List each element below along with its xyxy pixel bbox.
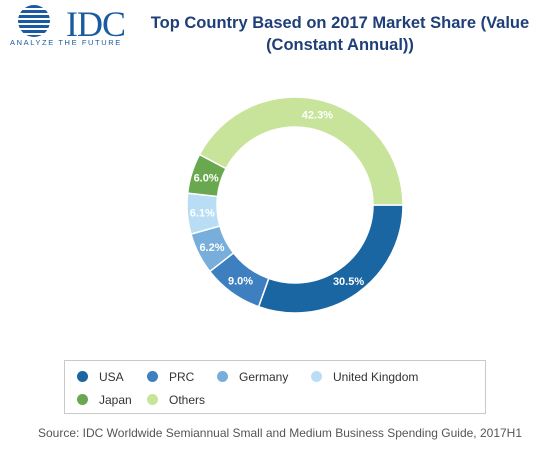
legend-label-japan: Japan: [99, 393, 132, 407]
data-label-united-kingdom: 6.1%: [190, 208, 215, 220]
data-label-japan: 6.0%: [194, 173, 219, 185]
chart-title-line-1: Top Country Based on 2017 Market Share (…: [150, 14, 530, 32]
slice-others[interactable]: [198, 96, 404, 206]
legend-label-others: Others: [169, 393, 206, 407]
legend-swatch-prc: [147, 371, 158, 383]
logo-wordmark: IDC: [66, 4, 126, 44]
legend-label-usa: USA: [99, 370, 124, 384]
legend-item-usa[interactable]: USA: [77, 367, 124, 387]
chart-legend: USA PRC Germany United Kingdom Japan Oth…: [64, 360, 486, 414]
chart-title: Top Country Based on 2017 Market Share (…: [130, 12, 550, 56]
legend-label-germany: Germany: [239, 370, 289, 384]
data-label-others: 42.3%: [302, 110, 333, 122]
slice-usa[interactable]: [257, 204, 404, 314]
legend-swatch-usa: [77, 371, 88, 383]
logo-tagline: ANALYZE THE FUTURE: [10, 38, 122, 47]
legend-item-united-kingdom[interactable]: United Kingdom: [311, 367, 418, 387]
legend-label-prc: PRC: [169, 370, 195, 384]
data-label-usa: 30.5%: [333, 276, 364, 288]
legend-item-germany[interactable]: Germany: [217, 367, 288, 387]
globe-icon: [18, 5, 50, 37]
legend-item-prc[interactable]: PRC: [147, 367, 194, 387]
chart-title-line-2: (Constant Annual)): [266, 36, 414, 54]
idc-logo: IDC ANALYZE THE FUTURE: [8, 4, 128, 48]
donut-chart: 30.5% 9.0% 6.2% 6.1% 6.0% 42.3%: [186, 96, 404, 314]
legend-swatch-united-kingdom: [311, 371, 322, 383]
legend-item-japan[interactable]: Japan: [77, 390, 132, 410]
legend-swatch-others: [147, 394, 158, 406]
data-label-prc: 9.0%: [228, 275, 253, 287]
data-label-germany: 6.2%: [199, 242, 224, 254]
legend-swatch-japan: [77, 394, 88, 406]
legend-swatch-germany: [217, 371, 228, 383]
legend-item-others[interactable]: Others: [147, 390, 205, 410]
source-note: Source: IDC Worldwide Semiannual Small a…: [37, 426, 523, 440]
legend-label-united-kingdom: United Kingdom: [333, 370, 419, 384]
